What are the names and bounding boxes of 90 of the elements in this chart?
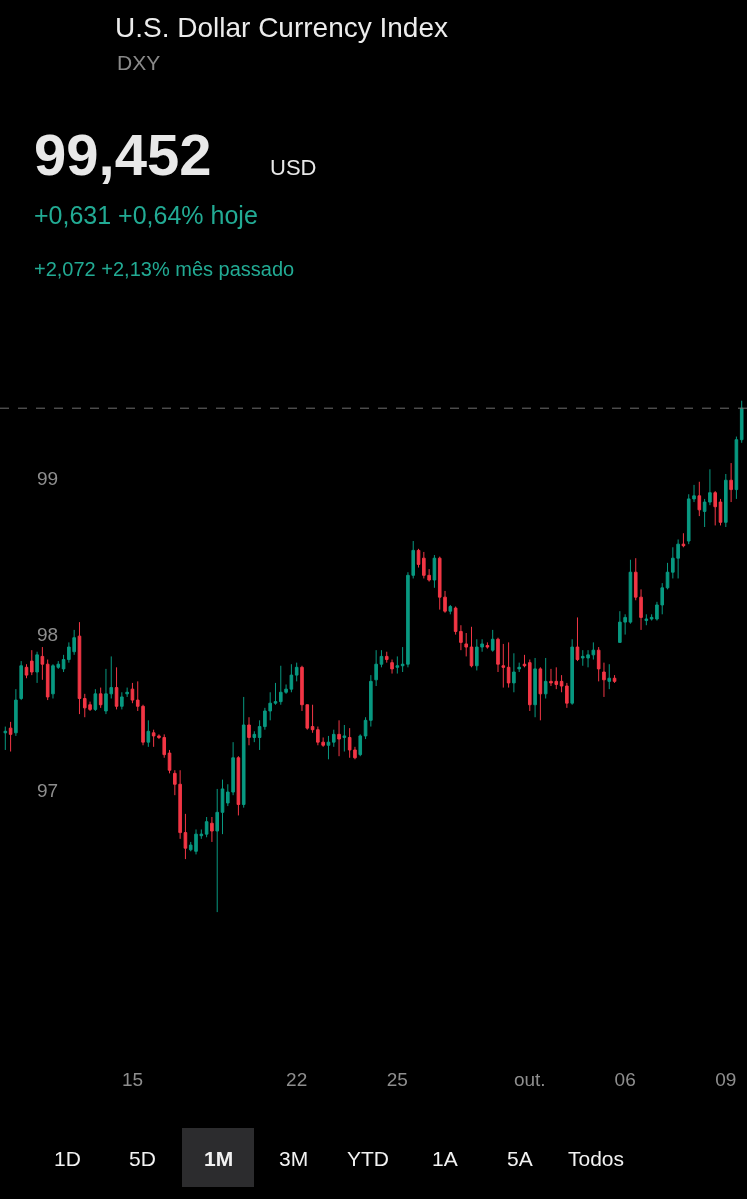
candlestick — [734, 436, 739, 500]
candlestick — [512, 652, 516, 693]
candlestick — [517, 662, 521, 673]
x-tick-label: 09 — [715, 1069, 737, 1090]
candlestick — [8, 721, 13, 753]
candlestick — [215, 788, 220, 913]
annotation: 1A — [432, 1147, 458, 1170]
candlestick — [130, 682, 135, 704]
candlestick — [390, 659, 394, 675]
candlestick — [236, 755, 241, 816]
candlestick — [506, 641, 511, 689]
candlestick — [596, 646, 601, 682]
candlestick — [612, 674, 617, 684]
candlestick — [114, 666, 119, 710]
annotation: 1D — [54, 1147, 81, 1170]
candlestick — [337, 719, 341, 757]
annotation: Todos — [568, 1147, 625, 1170]
x-tick-label: 15 — [121, 1069, 144, 1090]
chart-title: U.S. Dollar Currency Index — [115, 11, 449, 43]
candlestick — [342, 724, 347, 753]
candlestick — [14, 688, 18, 737]
annotation: USD — [270, 155, 317, 180]
candlestick — [146, 719, 151, 748]
candlestick — [273, 682, 278, 706]
candlestick — [395, 655, 400, 675]
candlestick — [432, 554, 437, 589]
candlestick — [697, 481, 702, 517]
candlestick — [125, 687, 129, 698]
x-tick-label: 25 — [386, 1069, 408, 1090]
candlestick — [24, 663, 29, 679]
candlestick — [681, 532, 686, 548]
annotation: +2,072 +2,13% mês passado — [34, 258, 295, 280]
candlestick — [204, 816, 209, 838]
candlestick — [522, 654, 527, 668]
text: DXY — [117, 51, 161, 74]
candlestick — [533, 657, 537, 718]
annotation: YTD — [347, 1147, 389, 1170]
candlestick — [384, 651, 389, 664]
candlestick — [93, 688, 98, 712]
candlestick — [538, 666, 543, 721]
candlestick — [729, 462, 733, 503]
candlestick — [469, 626, 474, 668]
candlestick — [3, 726, 8, 751]
candlestick — [543, 657, 548, 700]
x-tick-label: 06 — [614, 1069, 636, 1090]
candlestick — [602, 662, 606, 698]
candlestick — [501, 643, 506, 689]
candlestick — [570, 638, 574, 706]
candlestick — [331, 729, 336, 748]
candlestick — [713, 490, 718, 526]
y-tick-label: 97 — [37, 780, 59, 802]
candlestick — [220, 779, 225, 835]
candlestick — [607, 663, 612, 690]
annotation: +0,631 +0,64% hoje — [34, 201, 258, 229]
candlestick — [374, 649, 378, 687]
candlestick — [496, 637, 500, 673]
candlestick — [247, 716, 251, 746]
annotation: 1M — [204, 1147, 234, 1170]
x-tick-label: out. — [513, 1069, 546, 1090]
candlestick — [29, 649, 34, 676]
candlestick — [464, 632, 469, 657]
candlestick — [490, 629, 495, 653]
candlestick — [644, 613, 649, 626]
candlestick — [358, 733, 363, 757]
candlestick — [379, 649, 384, 668]
candlestick — [326, 735, 331, 760]
annotation: 3M — [279, 1147, 309, 1170]
candlestick — [724, 473, 728, 528]
candlestick — [575, 616, 580, 662]
candlestick — [40, 646, 45, 681]
candlestick — [210, 816, 214, 843]
candlestick — [98, 687, 103, 709]
x-tick-label: 22 — [286, 1069, 308, 1090]
candlestick — [45, 659, 50, 701]
candlestick — [19, 660, 23, 701]
annotation: 5A — [507, 1147, 533, 1170]
y-tick-label: 98 — [37, 624, 59, 646]
candlestick — [120, 691, 124, 710]
annotation: 99,452 — [34, 122, 212, 187]
candlestick — [241, 696, 246, 809]
candlestick — [35, 651, 39, 684]
candlestick — [294, 662, 299, 682]
candlestick — [485, 641, 490, 650]
candlestick — [77, 621, 82, 715]
candlestick — [252, 730, 257, 743]
candlestick — [448, 604, 453, 615]
candlestick — [527, 659, 532, 712]
candlestick — [739, 400, 744, 444]
annotation: 5D — [129, 1147, 156, 1170]
y-tick-label: 99 — [37, 468, 59, 490]
